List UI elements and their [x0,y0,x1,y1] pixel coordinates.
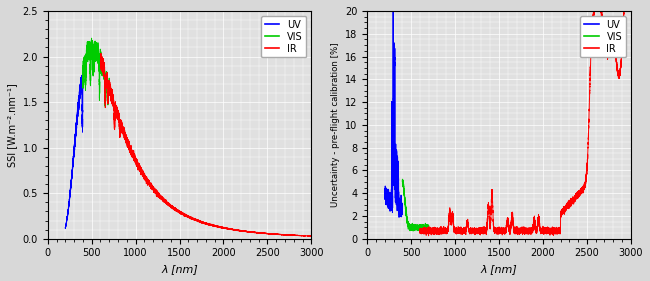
Legend: UV, VIS, IR: UV, VIS, IR [261,16,307,58]
X-axis label: λ [nm]: λ [nm] [480,264,517,274]
Legend: UV, VIS, IR: UV, VIS, IR [580,16,626,58]
Y-axis label: SSI [W.m⁻².nm⁻¹]: SSI [W.m⁻².nm⁻¹] [7,83,17,167]
Y-axis label: Uncertainty - pre-flight calibration [%]: Uncertainty - pre-flight calibration [%] [331,42,339,207]
X-axis label: λ [nm]: λ [nm] [161,264,198,274]
